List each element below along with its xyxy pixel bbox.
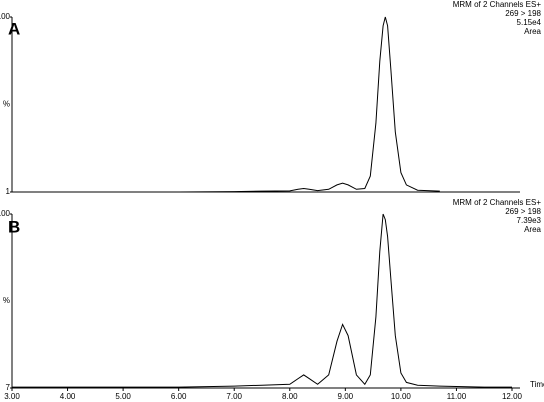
header-text: Area <box>524 27 541 36</box>
panel-label: B <box>8 217 20 236</box>
header-text: Area <box>524 225 541 234</box>
x-tick-label: 9.00 <box>338 392 354 401</box>
y-tick-label: 100 <box>0 209 11 218</box>
x-tick-label: 10.00 <box>391 392 412 401</box>
header-text: 269 > 198 <box>505 9 541 18</box>
x-tick-label: 12.00 <box>502 392 523 401</box>
x-tick-label: 4.00 <box>60 392 76 401</box>
header-text: MRM of 2 Channels ES+ <box>453 0 542 9</box>
x-tick-label: 11.00 <box>447 392 467 401</box>
x-tick-label: 5.00 <box>115 392 131 401</box>
y-tick-label: 1 <box>6 187 11 196</box>
trace <box>12 16 440 193</box>
panel-label: A <box>8 19 20 38</box>
trace <box>12 213 512 388</box>
x-tick-label: 8.00 <box>282 392 298 401</box>
header-text: 269 > 198 <box>505 207 541 216</box>
x-tick-label: 6.00 <box>171 392 187 401</box>
x-tick-label: 7.00 <box>226 392 242 401</box>
x-axis-label: Time <box>530 380 544 389</box>
header-text: 5.15e4 <box>517 18 542 27</box>
y-tick-label: 7 <box>6 383 11 392</box>
header-text: MRM of 2 Channels ES+ <box>453 198 542 207</box>
header-text: 7.39e3 <box>517 216 542 225</box>
y-axis-label: % <box>3 296 10 305</box>
x-tick-label: 3.00 <box>4 392 20 401</box>
y-axis-label: % <box>3 100 10 109</box>
y-tick-label: 100 <box>0 12 11 21</box>
